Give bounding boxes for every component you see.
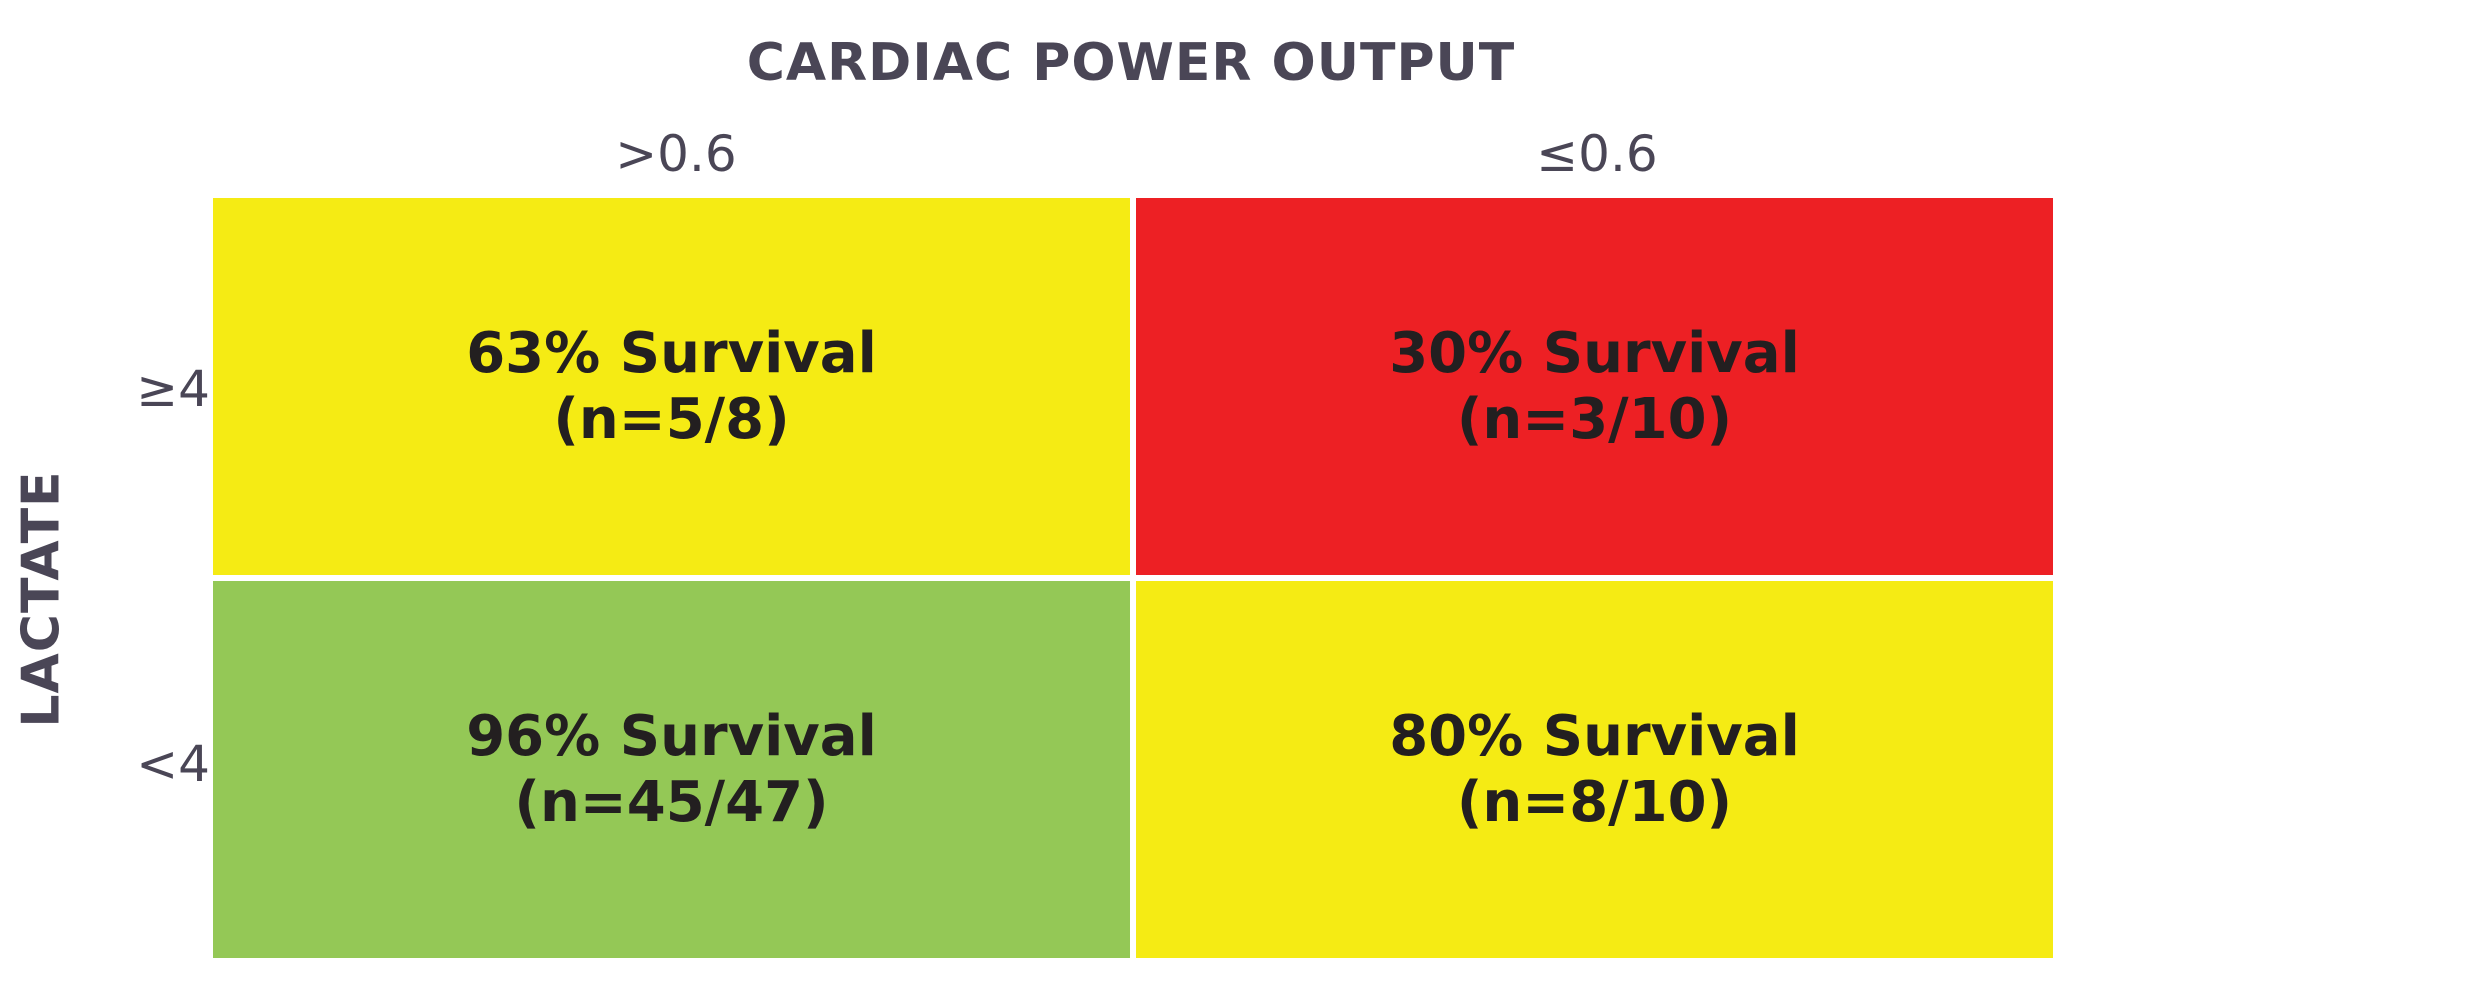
cell-survival-label: 96% Survival (466, 703, 877, 769)
heatmap-cell-low-lactate-low-cpo: 80% Survival (n=8/10) (1136, 581, 2053, 958)
column-label-high-cpo: >0.6 (615, 125, 737, 183)
column-label-low-cpo: ≤0.6 (1536, 125, 1658, 183)
cell-survival-label: 30% Survival (1389, 320, 1800, 386)
cell-count-label: (n=45/47) (514, 769, 829, 835)
cell-survival-label: 63% Survival (466, 320, 877, 386)
row-axis-title: LACTATE (12, 470, 72, 728)
cell-count-label: (n=3/10) (1456, 386, 1733, 452)
row-axis-title-box: LACTATE (2, 464, 82, 734)
row-label-low-lactate: <4 (136, 735, 210, 793)
heatmap-cell-high-lactate-high-cpo: 63% Survival (n=5/8) (213, 198, 1130, 575)
row-label-high-lactate: ≥4 (136, 360, 210, 418)
heatmap-cell-high-lactate-low-cpo: 30% Survival (n=3/10) (1136, 198, 2053, 575)
cell-count-label: (n=5/8) (553, 386, 790, 452)
cell-count-label: (n=8/10) (1456, 769, 1733, 835)
cell-survival-label: 80% Survival (1389, 703, 1800, 769)
heatmap-cell-low-lactate-high-cpo: 96% Survival (n=45/47) (213, 581, 1130, 958)
column-axis-title: CARDIAC POWER OUTPUT (746, 33, 1516, 93)
